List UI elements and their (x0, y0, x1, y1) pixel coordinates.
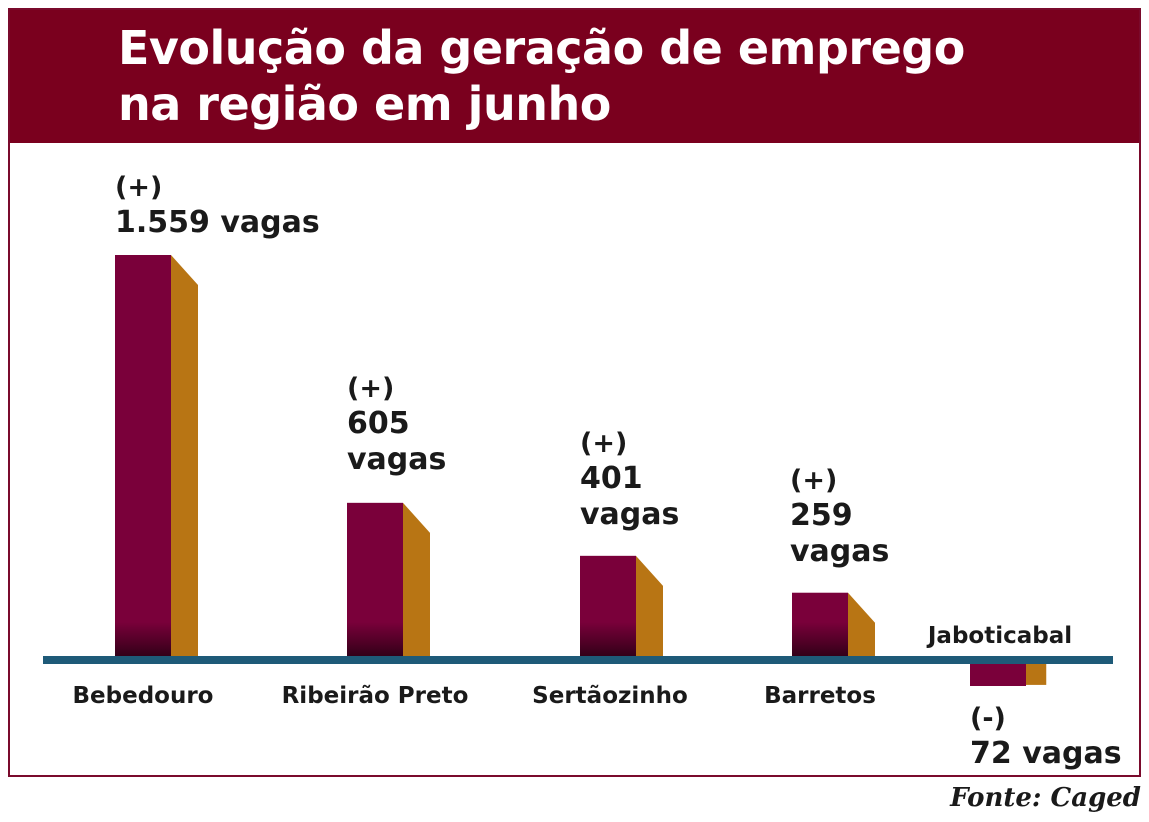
data-label-3-line-2: 401 (580, 461, 643, 496)
bar-shadow (115, 622, 171, 660)
data-label-5-line-2: 72 vagas (970, 736, 1122, 771)
title-bar: Evolução da geração de emprego na região… (10, 10, 1139, 143)
data-label-4-line-2: 259 (790, 498, 853, 533)
bar-shadow (347, 622, 403, 660)
bar-1 (115, 255, 198, 660)
chart-title: Evolução da geração de emprego na região… (118, 21, 965, 131)
data-label-4-line-1: (+) (790, 465, 837, 496)
category-label-5: Jaboticabal (926, 623, 1072, 649)
data-label-3-line-1: (+) (580, 428, 627, 459)
category-label-1: Bebedouro (73, 683, 214, 709)
bar-side (171, 255, 198, 660)
bar-4 (792, 592, 875, 660)
bar-shadow (580, 622, 636, 660)
baseline (43, 656, 1113, 664)
data-label-5-line-1: (-) (970, 703, 1006, 734)
bar-side (403, 502, 430, 660)
data-label-1-line-2: 1.559 vagas (115, 205, 320, 240)
bar-side (636, 555, 663, 660)
category-label-3: Sertãozinho (532, 683, 688, 709)
bar-side (1026, 664, 1047, 685)
bar-shadow (792, 622, 848, 660)
bar-3 (580, 555, 663, 660)
data-label-2-line-3: vagas (347, 442, 446, 477)
data-label-4-line-3: vagas (790, 534, 889, 569)
data-label-2-line-2: 605 (347, 406, 410, 441)
data-label-3-line-3: vagas (580, 497, 679, 532)
bar-side (848, 592, 875, 660)
bar-front (970, 664, 1026, 686)
data-label-1-line-1: (+) (115, 172, 162, 203)
category-label-4: Barretos (764, 683, 876, 709)
source-note: Fonte: Caged (950, 783, 1141, 813)
category-label-2: Ribeirão Preto (282, 683, 469, 709)
bar-5 (970, 664, 1047, 686)
bar-front (115, 255, 171, 660)
data-label-2-line-1: (+) (347, 373, 394, 404)
bar-2 (347, 502, 430, 660)
